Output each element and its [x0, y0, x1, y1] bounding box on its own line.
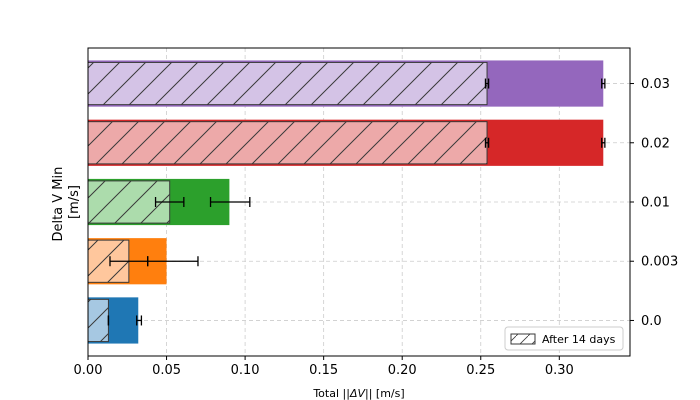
bar-after-14-days-hatch [88, 62, 488, 105]
error-bar [484, 137, 490, 148]
x-axis-ticks: 0.00 0.05 0.10 0.15 0.20 0.25 0.30 [74, 356, 574, 378]
y-tick-label: 0.0 [641, 314, 662, 329]
error-bars-layer [107, 78, 606, 326]
y-axis-label: Delta V Min [m/s] [51, 162, 82, 241]
x-tick-label: 0.05 [152, 363, 181, 378]
legend-label: After 14 days [542, 333, 616, 346]
x-axis-label: Total ||ΔV|| [m/s] [312, 387, 404, 400]
bar-after-14-days-hatch [88, 121, 488, 164]
error-bar [209, 197, 251, 207]
x-tick-label: 0.10 [231, 363, 260, 378]
x-tick-label: 0.30 [545, 363, 574, 378]
bars-layer [87, 60, 604, 344]
error-bar [136, 315, 143, 326]
y-axis-ticks: 0.0 0.003 0.01 0.02 0.03 [630, 77, 678, 329]
x-tick-label: 0.20 [388, 363, 417, 378]
error-bar [601, 78, 606, 89]
y-tick-label: 0.003 [641, 255, 678, 270]
y-axis-label-line-2: [m/s] [67, 185, 82, 219]
bar-after-14-days-hatch [88, 299, 109, 342]
legend: After 14 days [504, 326, 624, 351]
legend-swatch [510, 333, 536, 345]
x-tick-label: 0.15 [309, 363, 338, 378]
y-tick-label: 0.03 [641, 77, 670, 92]
error-bar [109, 256, 199, 267]
y-tick-label: 0.02 [641, 136, 670, 151]
y-tick-label: 0.01 [641, 196, 670, 211]
x-tick-label: 0.25 [466, 363, 495, 378]
x-tick-label: 0.00 [74, 363, 103, 378]
error-bar [601, 137, 606, 148]
error-bar [484, 78, 490, 89]
error-bar [154, 197, 185, 207]
y-axis-label-line-1: Delta V Min [51, 167, 66, 242]
